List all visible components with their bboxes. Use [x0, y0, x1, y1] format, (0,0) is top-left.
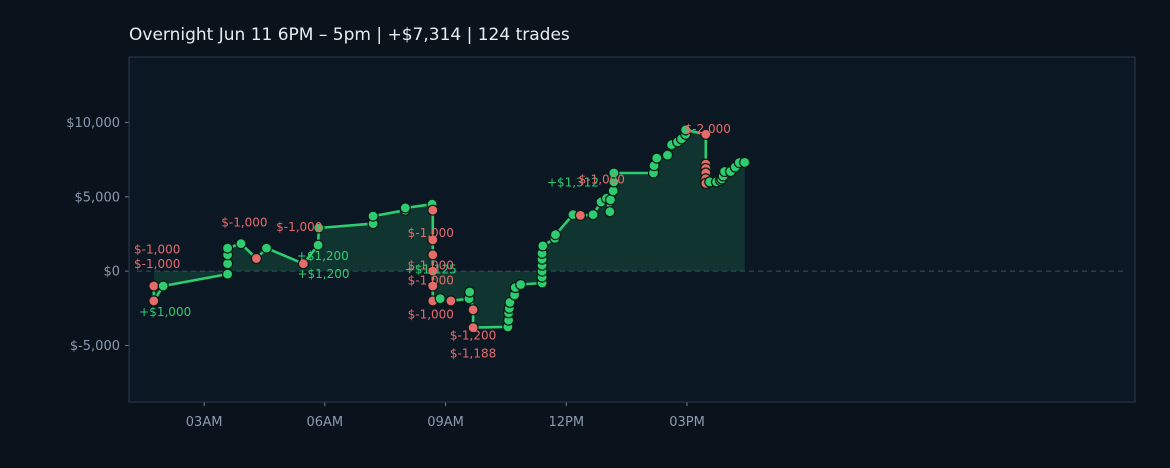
loss-trade-point — [427, 280, 439, 292]
trade-annotation: +$1,125 — [405, 262, 457, 276]
loss-trade-point — [467, 304, 479, 316]
win-trade-point — [661, 149, 674, 161]
x-tick-label: 12PM — [548, 415, 584, 430]
win-trade-point — [399, 202, 411, 214]
trade-annotation: +$1,312 — [547, 175, 599, 189]
x-tick-label: 06AM — [307, 415, 344, 430]
loss-trade-point — [700, 128, 712, 140]
win-trade-point — [537, 240, 549, 252]
trade-annotation: +$1,200 — [297, 267, 349, 281]
trade-annotation: $-1,000 — [408, 259, 454, 273]
trade-annotation: $-1,000 — [408, 226, 454, 240]
win-trade-point — [464, 286, 476, 298]
trade-annotation: +$1,200 — [297, 249, 349, 263]
win-trade-point — [587, 209, 599, 221]
trade-annotation: $-1,000 — [134, 257, 180, 271]
trade-annotation: $-2,000 — [685, 122, 731, 136]
y-tick-label: $5,000 — [75, 190, 121, 205]
trade-annotation: $-1,188 — [450, 346, 496, 360]
x-tick-label: 03AM — [186, 415, 223, 430]
win-trade-point — [434, 293, 446, 305]
win-trade-point — [260, 242, 273, 254]
y-tick-label: $10,000 — [66, 116, 120, 131]
win-trade-point — [222, 242, 234, 254]
loss-trade-point — [574, 209, 587, 221]
loss-trade-point — [427, 249, 439, 261]
loss-trade-point — [427, 234, 439, 246]
loss-trade-point — [148, 280, 160, 292]
win-trade-point — [680, 124, 692, 136]
loss-trade-point — [427, 265, 439, 277]
loss-trade-point — [427, 204, 439, 216]
trade-annotation: +$1,000 — [139, 305, 191, 319]
win-trade-point — [604, 206, 616, 218]
trade-annotation: $-1,000 — [276, 220, 322, 234]
win-trade-point — [235, 238, 247, 250]
win-trade-point — [739, 156, 751, 168]
loss-trade-point — [250, 252, 262, 265]
trade-annotation: $-1,000 — [408, 274, 454, 288]
x-tick-label: 09AM — [427, 415, 464, 430]
win-trade-point — [608, 167, 620, 179]
loss-trade-point — [148, 295, 160, 307]
y-tick-label: $-5,000 — [70, 339, 120, 354]
win-trade-point — [157, 280, 169, 292]
trade-annotation: $-1,000 — [221, 216, 267, 230]
loss-trade-point — [297, 258, 309, 270]
trade-annotation: $-1,000 — [408, 308, 454, 322]
trade-annotation: $-1,200 — [450, 329, 496, 343]
y-tick-label: $0 — [103, 265, 120, 280]
win-trade-point — [312, 239, 324, 251]
win-trade-point — [367, 210, 379, 222]
equity-area — [153, 129, 745, 328]
chart-title: Overnight Jun 11 6PM – 5pm | +$7,314 | 1… — [129, 25, 570, 45]
x-tick-label: 03PM — [669, 415, 705, 430]
plot-frame — [128, 56, 1136, 403]
win-trade-point — [222, 268, 234, 280]
win-trade-point — [651, 152, 663, 164]
loss-trade-point — [467, 322, 479, 334]
win-trade-point — [549, 229, 562, 241]
win-trade-point — [313, 222, 325, 234]
trade-annotation: $-1,000 — [134, 242, 180, 256]
trade-annotation: $-1,000 — [579, 172, 625, 186]
win-trade-point — [515, 278, 527, 291]
loss-trade-point — [445, 295, 457, 307]
